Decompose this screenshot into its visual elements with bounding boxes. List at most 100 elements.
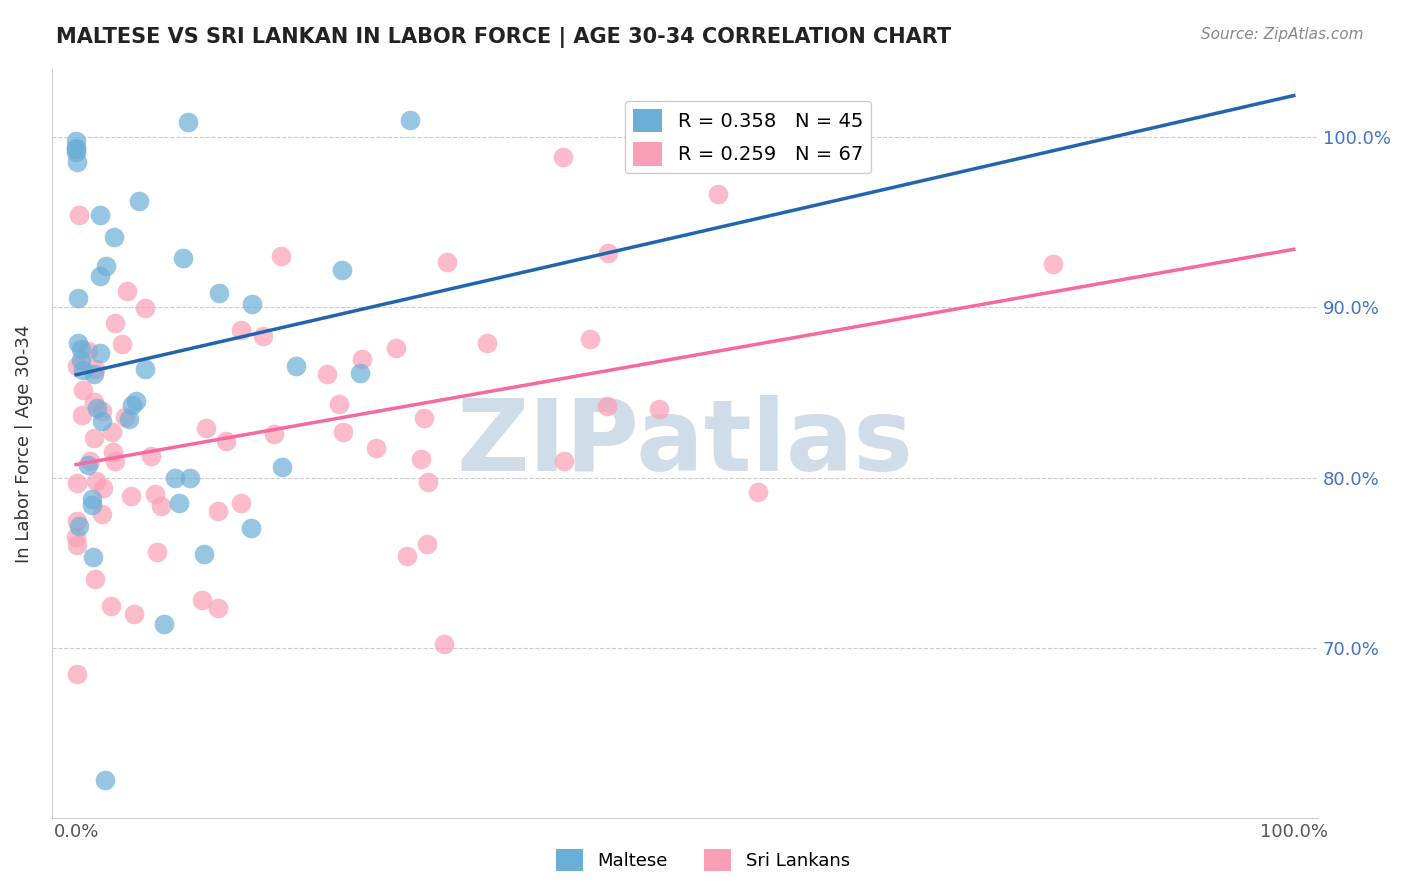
Sri Lankans bbox=[120, 490, 142, 504]
Maltese bbox=[70, 353, 93, 368]
Sri Lankans bbox=[215, 434, 238, 448]
Sri Lankans bbox=[195, 421, 218, 435]
Maltese bbox=[65, 142, 87, 156]
Maltese bbox=[89, 208, 111, 222]
Sri Lankans bbox=[263, 426, 285, 441]
Maltese bbox=[399, 112, 422, 127]
Maltese bbox=[240, 296, 263, 310]
Sri Lankans bbox=[65, 538, 87, 552]
Maltese bbox=[83, 368, 105, 382]
Sri Lankans bbox=[436, 255, 458, 269]
Maltese bbox=[82, 549, 104, 564]
Sri Lankans bbox=[77, 343, 100, 358]
Maltese bbox=[134, 362, 156, 376]
Sri Lankans bbox=[104, 453, 127, 467]
Maltese bbox=[633, 112, 655, 127]
Text: MALTESE VS SRI LANKAN IN LABOR FORCE | AGE 30-34 CORRELATION CHART: MALTESE VS SRI LANKAN IN LABOR FORCE | A… bbox=[56, 27, 952, 48]
Maltese bbox=[89, 269, 111, 284]
Sri Lankans bbox=[332, 425, 354, 439]
Sri Lankans bbox=[101, 445, 124, 459]
Legend: Maltese, Sri Lankans: Maltese, Sri Lankans bbox=[548, 842, 858, 879]
Sri Lankans bbox=[149, 499, 172, 513]
Sri Lankans bbox=[66, 359, 89, 374]
Maltese bbox=[80, 491, 103, 506]
Maltese bbox=[172, 252, 194, 266]
Sri Lankans bbox=[433, 637, 456, 651]
Maltese bbox=[89, 346, 111, 360]
Sri Lankans bbox=[91, 481, 114, 495]
Maltese bbox=[240, 521, 263, 535]
Sri Lankans bbox=[648, 401, 671, 416]
Maltese bbox=[125, 393, 148, 408]
Sri Lankans bbox=[115, 284, 138, 298]
Sri Lankans bbox=[65, 530, 87, 544]
Sri Lankans bbox=[1042, 257, 1064, 271]
Sri Lankans bbox=[91, 404, 114, 418]
Sri Lankans bbox=[83, 361, 105, 376]
Sri Lankans bbox=[70, 408, 93, 422]
Maltese bbox=[94, 773, 117, 788]
Maltese bbox=[72, 362, 94, 376]
Text: Source: ZipAtlas.com: Source: ZipAtlas.com bbox=[1201, 27, 1364, 42]
Sri Lankans bbox=[416, 537, 439, 551]
Maltese bbox=[169, 496, 191, 510]
Maltese bbox=[65, 141, 87, 155]
Sri Lankans bbox=[207, 600, 229, 615]
Sri Lankans bbox=[553, 150, 575, 164]
Sri Lankans bbox=[124, 607, 146, 622]
Maltese bbox=[153, 616, 176, 631]
Sri Lankans bbox=[328, 397, 350, 411]
Sri Lankans bbox=[315, 367, 337, 381]
Sri Lankans bbox=[100, 599, 122, 613]
Maltese bbox=[77, 458, 100, 472]
Sri Lankans bbox=[207, 504, 229, 518]
Sri Lankans bbox=[84, 475, 107, 489]
Sri Lankans bbox=[65, 476, 87, 491]
Maltese bbox=[177, 115, 200, 129]
Sri Lankans bbox=[409, 451, 432, 466]
Sri Lankans bbox=[83, 395, 105, 409]
Maltese bbox=[82, 498, 104, 512]
Maltese bbox=[179, 471, 201, 485]
Maltese bbox=[128, 194, 150, 208]
Maltese bbox=[103, 230, 125, 244]
Sri Lankans bbox=[104, 316, 127, 330]
Maltese bbox=[271, 460, 294, 475]
Sri Lankans bbox=[66, 514, 89, 528]
Maltese bbox=[121, 398, 143, 412]
Maltese bbox=[118, 412, 141, 426]
Sri Lankans bbox=[143, 487, 166, 501]
Maltese bbox=[285, 359, 308, 374]
Sri Lankans bbox=[190, 593, 212, 607]
Sri Lankans bbox=[252, 329, 274, 343]
Sri Lankans bbox=[384, 342, 406, 356]
Sri Lankans bbox=[100, 425, 122, 439]
Sri Lankans bbox=[134, 301, 156, 315]
Legend: R = 0.358   N = 45, R = 0.259   N = 67: R = 0.358 N = 45, R = 0.259 N = 67 bbox=[626, 101, 872, 173]
Sri Lankans bbox=[598, 246, 620, 260]
Sri Lankans bbox=[366, 441, 388, 455]
Maltese bbox=[86, 401, 108, 415]
Sri Lankans bbox=[69, 208, 91, 222]
Sri Lankans bbox=[229, 323, 252, 337]
Sri Lankans bbox=[114, 409, 136, 424]
Sri Lankans bbox=[83, 432, 105, 446]
Maltese bbox=[66, 336, 89, 351]
Maltese bbox=[66, 291, 89, 305]
Maltese bbox=[193, 547, 215, 561]
Sri Lankans bbox=[475, 335, 498, 350]
Sri Lankans bbox=[350, 352, 373, 367]
Maltese bbox=[65, 134, 87, 148]
Sri Lankans bbox=[72, 383, 94, 397]
Sri Lankans bbox=[79, 454, 101, 468]
Sri Lankans bbox=[84, 573, 107, 587]
Maltese bbox=[330, 263, 353, 277]
Sri Lankans bbox=[579, 332, 602, 346]
Sri Lankans bbox=[91, 508, 114, 522]
Sri Lankans bbox=[110, 337, 132, 351]
Y-axis label: In Labor Force | Age 30-34: In Labor Force | Age 30-34 bbox=[15, 325, 32, 563]
Sri Lankans bbox=[706, 187, 728, 202]
Sri Lankans bbox=[141, 449, 163, 463]
Maltese bbox=[67, 519, 90, 533]
Sri Lankans bbox=[229, 496, 252, 510]
